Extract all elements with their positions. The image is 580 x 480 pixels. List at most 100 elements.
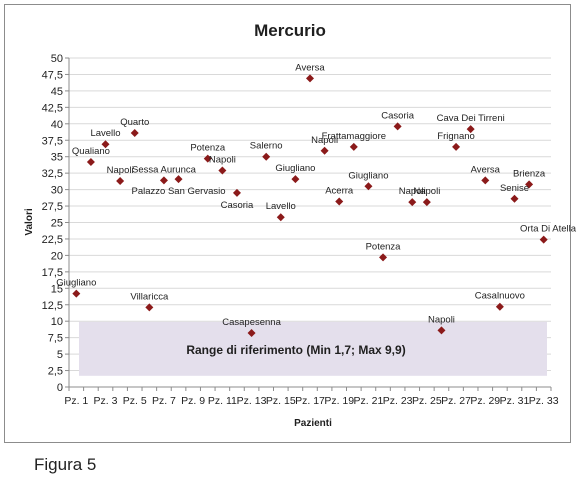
data-point-label: Casoria <box>221 200 254 211</box>
x-tick-label: Pz. 13 <box>237 395 267 407</box>
y-tick-label: 45 <box>51 86 63 98</box>
data-point-marker <box>539 235 548 244</box>
data-point-marker <box>291 175 300 184</box>
data-point-label: Lavello <box>266 201 296 212</box>
y-tick-labels: 0 2,5 5 7,5 10 12,5 15 17,5 20 22,5 25 27,5 30 32,5 35… <box>42 53 63 394</box>
x-tick-label: Pz. 3 <box>94 395 118 407</box>
data-point-label: Napoli <box>428 314 455 325</box>
data-point-marker <box>379 253 388 262</box>
data-point-label: Potenza <box>366 241 402 252</box>
x-tick-label: Pz. 27 <box>441 395 471 407</box>
data-point-marker <box>218 166 227 175</box>
x-tick-label: Pz. 25 <box>412 395 442 407</box>
y-tick-label: 10 <box>51 316 63 328</box>
y-tick-label: 12,5 <box>42 300 63 312</box>
data-point-label: Napoli <box>209 155 236 166</box>
data-point-marker <box>481 176 490 185</box>
data-point-marker <box>276 213 285 222</box>
data-point-marker <box>335 197 344 206</box>
reference-range-band <box>79 321 547 376</box>
data-point-marker <box>495 302 504 311</box>
x-tick-label: Pz. 11 <box>208 395 237 407</box>
data-point-label: Napoli <box>107 165 134 176</box>
data-point-label: Qualiano <box>72 146 110 157</box>
data-point-marker <box>145 303 154 312</box>
data-point-label: Napoli <box>413 186 440 197</box>
chart-svg: Mercurio Pazienti Valori Range di riferi… <box>24 21 577 429</box>
data-point-label: Lavello <box>90 128 120 139</box>
data-point-label: Orta Di Atella <box>520 224 577 235</box>
y-tick-label: 42,5 <box>42 102 63 114</box>
data-point-label: Palazzo San Gervasio <box>132 186 226 197</box>
data-point-label: Casalnuovo <box>475 291 525 302</box>
data-point-marker <box>349 142 358 151</box>
x-tick-label: Pz. 21 <box>354 395 384 407</box>
y-tick-label: 17,5 <box>42 267 63 279</box>
data-point-marker <box>203 154 212 163</box>
data-point-marker <box>452 142 461 151</box>
x-axis-label: Pazienti <box>294 418 332 429</box>
x-tick-labels: Pz. 1 Pz. 3 Pz. 5 Pz. 7 Pz. 9 Pz. 11 Pz. 13 Pz.… <box>64 395 558 407</box>
data-point-label: Giugliano <box>275 163 315 174</box>
data-point-marker <box>72 289 81 298</box>
x-tick-label: Pz. 9 <box>181 395 205 407</box>
y-tick-label: 32,5 <box>42 168 63 180</box>
reference-range: Range di riferimento (Min 1,7; Max 9,9) <box>79 321 547 376</box>
figure-caption: Figura 5 <box>34 455 97 474</box>
data-point-label: Villaricca <box>130 291 169 302</box>
data-point-marker <box>320 146 329 155</box>
y-tick-label: 25 <box>51 218 63 230</box>
data-point-marker <box>262 152 271 161</box>
x-tick-label: Pz. 19 <box>324 395 354 407</box>
y-tick-label: 30 <box>51 185 63 197</box>
data-point-marker <box>364 182 373 191</box>
x-tick-label: Pz. 17 <box>295 395 325 407</box>
y-tick-label: 0 <box>57 382 63 394</box>
data-point-label: Giugliano <box>348 170 388 181</box>
x-tick-label: Pz. 1 <box>64 395 88 407</box>
y-tick-label: 22,5 <box>42 234 63 246</box>
data-point-label: Casapesenna <box>222 317 281 328</box>
x-tick-label: Pz. 29 <box>470 395 500 407</box>
data-point-marker <box>130 129 139 138</box>
data-point-marker <box>306 74 314 83</box>
data-point-label: Sessa Aurunca <box>132 164 197 175</box>
data-point-marker <box>437 326 446 335</box>
y-tick-label: 15 <box>51 283 63 295</box>
data-point-label: Frattamaggiore <box>322 131 386 142</box>
x-tick-label: Pz. 5 <box>123 395 147 407</box>
y-tick-label: 27,5 <box>42 201 63 213</box>
data-point-marker <box>101 140 110 149</box>
x-tick-label: Pz. 7 <box>152 395 176 407</box>
data-point-marker <box>393 122 402 131</box>
data-point-label: Potenza <box>190 143 226 154</box>
y-tick-label: 40 <box>51 119 63 131</box>
data-point-label: Senise <box>500 183 529 194</box>
data-point-label: Aversa <box>295 62 325 73</box>
y-tick-label: 50 <box>51 53 63 65</box>
data-point-marker <box>466 125 475 134</box>
y-tick-label: 35 <box>51 152 63 164</box>
y-tick-label: 7,5 <box>48 333 63 345</box>
data-point-marker <box>174 175 183 184</box>
data-point-label: Napoli <box>399 186 426 197</box>
data-point-label: Casoria <box>381 110 414 121</box>
data-point-marker <box>510 194 519 203</box>
chart-title: Mercurio <box>254 21 326 40</box>
data-point-label: Cava Dei Tirreni <box>437 113 505 124</box>
data-point-marker <box>116 177 125 186</box>
y-tick-label: 20 <box>51 250 63 262</box>
data-point-label: Napoli <box>311 135 338 146</box>
data-point-marker <box>86 157 95 166</box>
data-point-label: Salerno <box>250 141 283 152</box>
y-tick-label: 37,5 <box>42 135 63 147</box>
x-tick-label: Pz. 15 <box>266 395 296 407</box>
axes <box>68 58 552 391</box>
y-axis-label: Valori <box>24 208 35 235</box>
reference-range-label: Range di riferimento (Min 1,7; Max 9,9) <box>186 343 405 357</box>
data-point-marker <box>159 176 168 185</box>
data-point-marker <box>232 188 241 197</box>
y-tick-label: 47,5 <box>42 69 63 81</box>
y-tick-label: 5 <box>57 349 63 361</box>
data-point-label: Brienza <box>513 168 546 179</box>
